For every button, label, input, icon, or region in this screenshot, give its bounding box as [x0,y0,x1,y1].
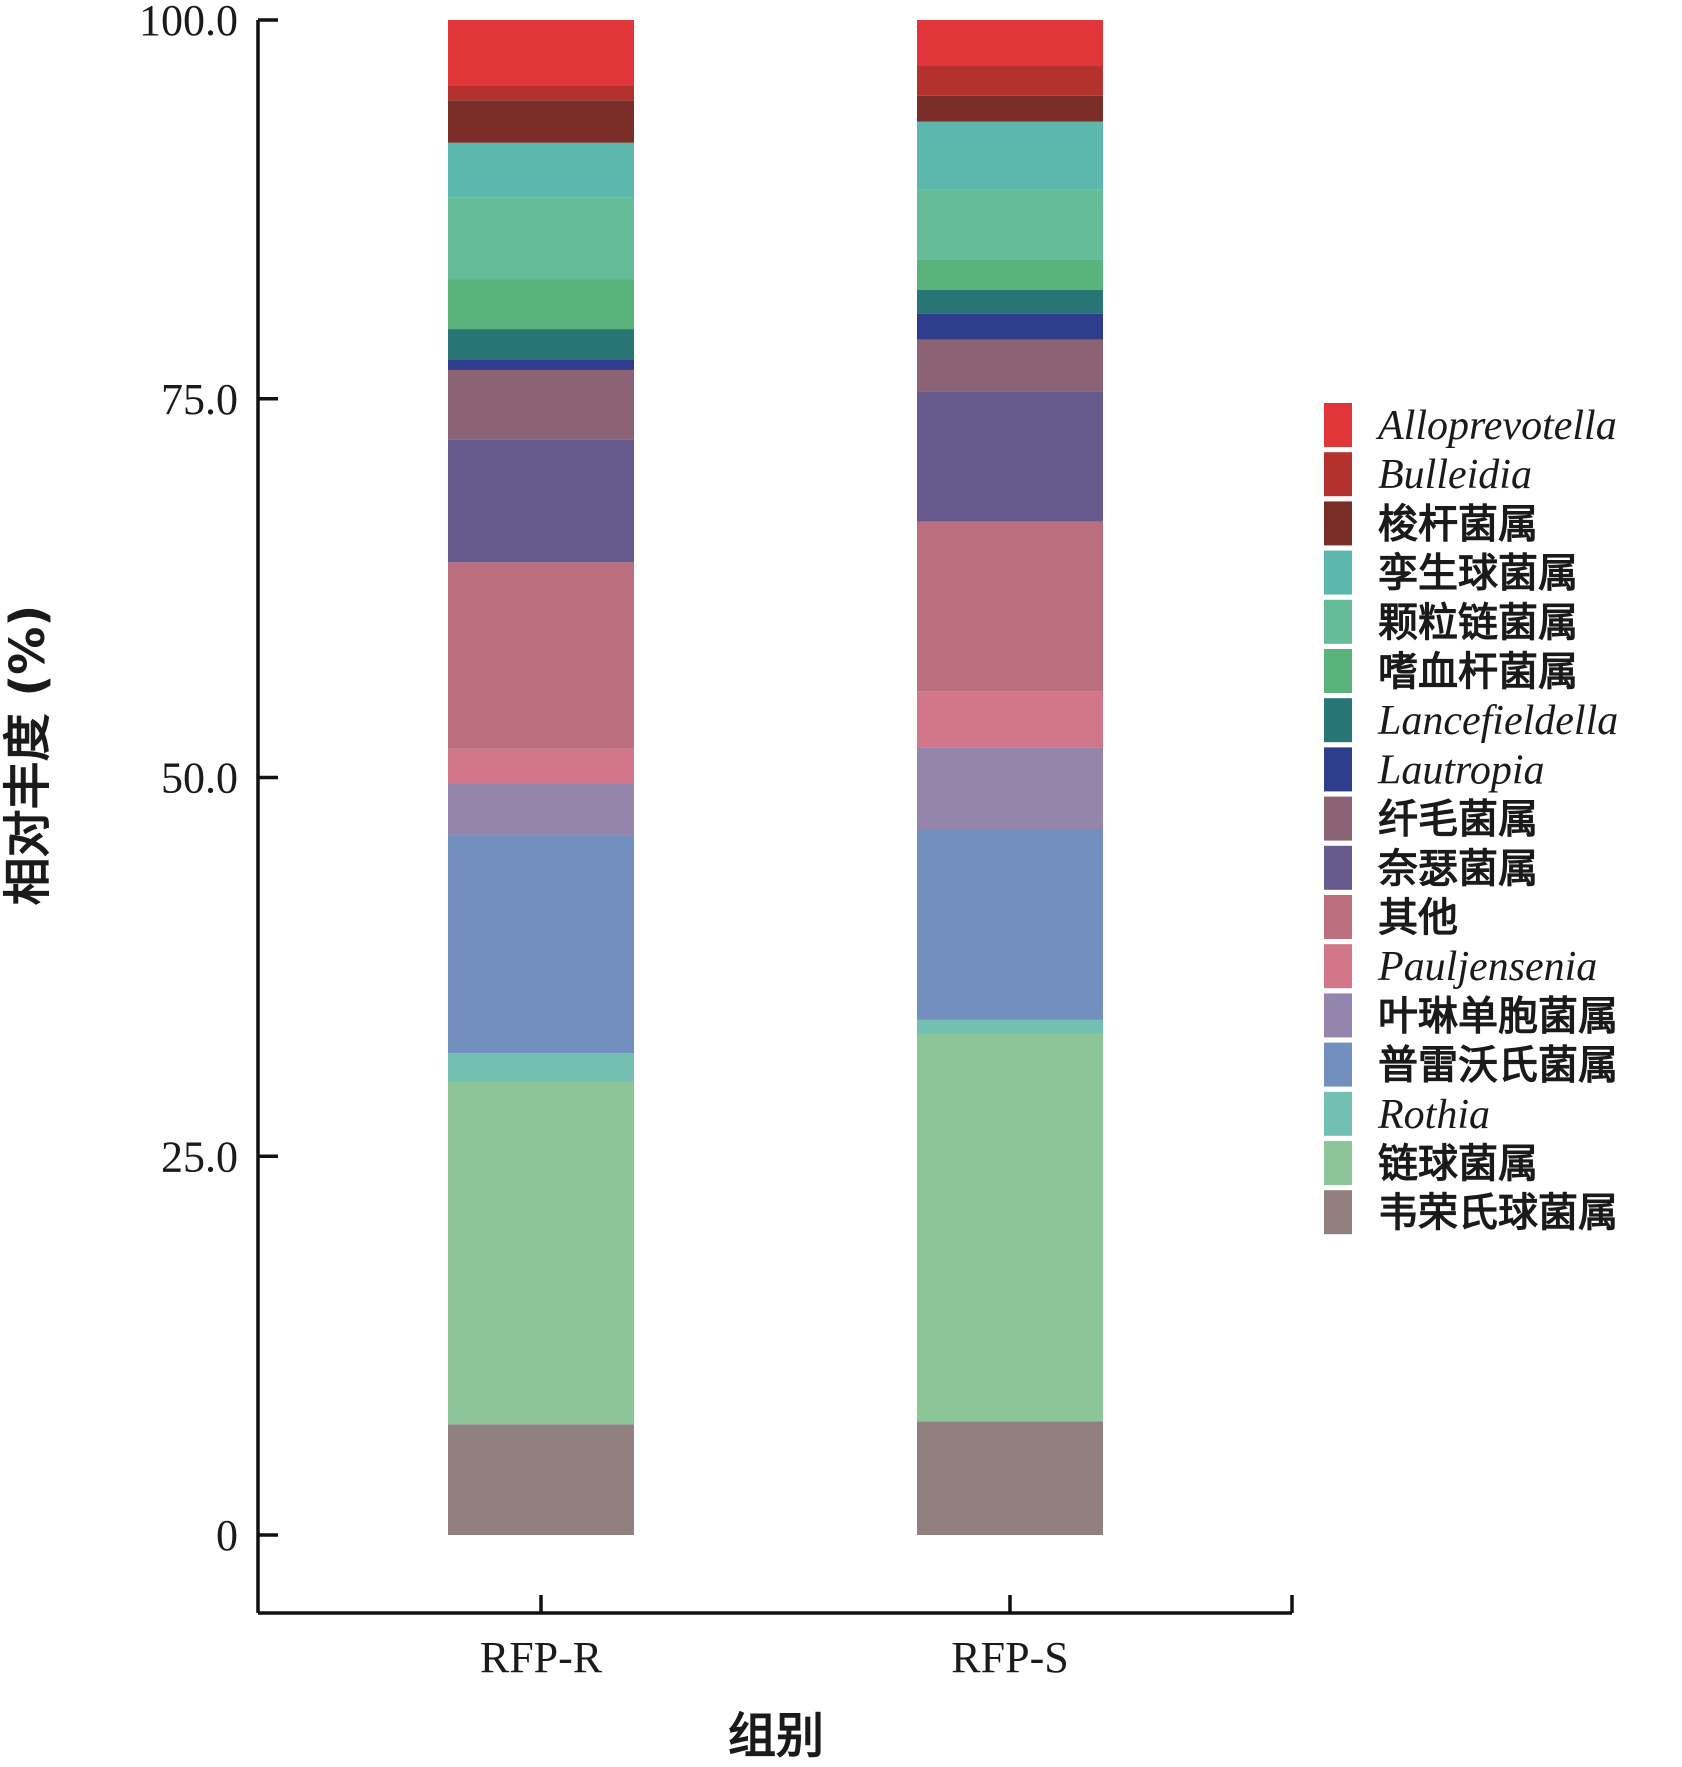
bar-segment-0-9 [448,359,634,370]
y-axis-title: 相对丰度 (%) [0,605,56,906]
bar-segment-0-8 [448,369,634,440]
bar-segment-1-1 [917,1033,1103,1422]
bar-segment-0-2 [448,1053,634,1083]
bar-segment-0-7 [448,439,634,563]
legend-swatch [1324,649,1352,693]
legend-swatch [1324,698,1352,743]
bar-segment-1-12 [917,189,1103,260]
legend-label: Alloprevotella [1375,403,1617,449]
legend-label: 链球菌属 [1378,1141,1538,1187]
legend-swatch [1324,845,1352,890]
bar-segment-0-11 [448,279,634,330]
legend-swatch [1324,1042,1352,1087]
legend-swatch [1324,599,1352,644]
bar-segment-0-4 [448,783,634,836]
legend-label: Lautropia [1377,747,1544,793]
y-tick-label: 75.0 [161,375,238,424]
bar-segment-1-14 [917,95,1103,122]
bar-segment-0-14 [448,100,634,143]
bar-segment-0-6 [448,562,634,749]
legend-label: 普雷沃氏菌属 [1378,1043,1618,1089]
axes-group [256,20,1294,1615]
bar-segment-1-10 [917,289,1103,314]
legend-label: Pauljensenia [1377,944,1597,990]
y-tick-label: 100.0 [139,0,238,45]
legend-swatch [1324,403,1352,447]
bar-segment-0-12 [448,197,634,280]
legend-swatch [1324,993,1352,1038]
bar-segment-0-0 [448,1424,634,1535]
legend-label: Bulleidia [1378,452,1532,498]
legend-label: 叶琳单胞菌属 [1378,993,1618,1039]
bar-segment-1-7 [917,391,1103,522]
bar-segment-1-0 [917,1421,1103,1535]
bar-segment-1-8 [917,339,1103,392]
legend-swatch [1324,796,1352,841]
legend: AlloprevotellaBulleidia梭杆菌属孪生球菌属颗粒链菌属嗜血杆… [1324,403,1618,1236]
legend-label: 韦荣氏球菌属 [1378,1190,1618,1236]
x-tick-label: RFP-R [480,1633,603,1682]
bar-segment-1-9 [917,313,1103,340]
legend-swatch [1324,944,1352,989]
legend-swatch [1324,452,1352,497]
x-ticks-group: RFP-R RFP-S [480,1595,1069,1682]
legend-swatch [1324,747,1352,792]
legend-swatch [1324,1141,1352,1185]
legend-swatch [1324,895,1352,939]
bar-segment-1-15 [917,65,1103,96]
legend-swatch [1324,1190,1352,1235]
bar-segment-1-16 [917,20,1103,66]
x-axis-title: 组别 [728,1708,824,1764]
bar-segment-0-10 [448,329,634,360]
legend-label: 颗粒链菌属 [1378,600,1578,646]
bar-segment-1-5 [917,691,1103,748]
bars-group [448,20,1103,1535]
y-tick-label: 0 [216,1511,238,1560]
bar-segment-1-6 [917,521,1103,692]
bar-segment-0-13 [448,142,634,198]
legend-label: 其他 [1378,895,1458,941]
y-tick-label: 25.0 [161,1132,238,1181]
y-tick-label: 50.0 [161,754,238,803]
legend-swatch [1324,501,1352,546]
bar-segment-0-15 [448,85,634,101]
y-ticks-group: 0 25.0 50.0 75.0 100.0 [139,0,278,1560]
legend-label: 奈瑟菌属 [1377,846,1538,892]
bar-segment-1-4 [917,747,1103,830]
legend-label: Rothia [1377,1092,1490,1138]
legend-label: 孪生球菌属 [1378,551,1578,597]
bar-segment-1-3 [917,829,1103,1020]
bar-segment-0-3 [448,835,634,1054]
bar-segment-0-1 [448,1082,634,1425]
legend-swatch [1324,550,1352,595]
bar-segment-0-16 [448,20,634,86]
legend-label: Lancefieldella [1377,698,1618,744]
bar-segment-0-5 [448,748,634,784]
legend-label: 嗜血杆菌属 [1378,649,1578,695]
bar-segment-1-2 [917,1019,1103,1034]
legend-label: 纤毛菌属 [1378,797,1538,843]
bar-segment-1-13 [917,121,1103,190]
legend-label: 梭杆菌属 [1378,501,1538,547]
legend-swatch [1324,1091,1352,1136]
x-tick-label: RFP-S [951,1633,1068,1682]
bar-segment-1-11 [917,259,1103,290]
